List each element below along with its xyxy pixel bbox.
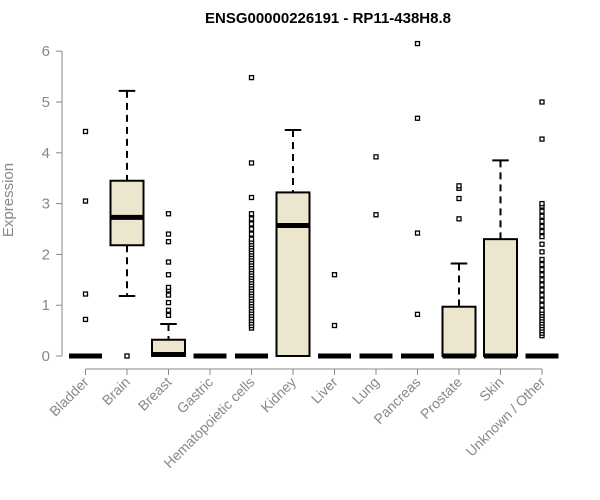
outlier-point (414, 311, 421, 317)
outlier-point (539, 302, 545, 308)
outlier-point (539, 213, 545, 219)
box-liver (318, 272, 351, 359)
y-tick-label: 0 (42, 348, 50, 365)
y-tick-label: 2 (42, 246, 50, 263)
outlier-point (165, 284, 172, 291)
outlier-point (82, 128, 89, 135)
y-axis: 0 1 2 3 4 5 6 (42, 43, 63, 365)
outlier-point (539, 218, 545, 225)
outlier-point (539, 200, 545, 207)
outlier-point (539, 208, 545, 214)
outlier-point (373, 212, 379, 218)
outlier-point (248, 226, 255, 232)
box-body (441, 305, 477, 357)
outlier-point (456, 195, 462, 202)
outlier-point (248, 74, 255, 81)
outlier-point (165, 292, 172, 298)
outlier-point (539, 228, 545, 235)
x-tick-label: Kidney (258, 374, 300, 416)
x-tick-label: Breast (135, 374, 175, 414)
box-breast (151, 211, 186, 357)
outlier-point (456, 183, 462, 189)
outlier-point (165, 239, 172, 245)
outlier-point (248, 236, 255, 242)
box-body (275, 191, 311, 357)
outlier-point (539, 307, 545, 313)
y-tick-label: 4 (42, 145, 50, 162)
outlier-point (539, 292, 545, 298)
outlier-point (414, 230, 421, 236)
outlier-point (539, 241, 545, 247)
outlier-point (539, 297, 545, 303)
outlier-point (539, 136, 545, 142)
y-axis-label: Expression (0, 163, 17, 237)
box-skin (483, 159, 518, 359)
outlier-point (248, 194, 255, 201)
outlier-point (82, 291, 89, 297)
outlier-point (539, 272, 545, 278)
outlier-point (414, 40, 421, 47)
box-lung (359, 154, 393, 359)
box-body (109, 179, 145, 247)
outlier-point (539, 277, 545, 283)
outlier-point (539, 256, 545, 263)
outlier-point (124, 353, 130, 359)
outlier-point (165, 259, 172, 265)
outlier-point (331, 322, 338, 329)
box-kidney (275, 128, 311, 357)
outlier-point (373, 154, 379, 160)
outlier-point (539, 223, 545, 230)
outlier-point (331, 272, 338, 278)
box-body (483, 238, 518, 357)
outlier-point (414, 115, 421, 121)
outlier-point (248, 221, 255, 227)
outlier-point (539, 282, 545, 288)
outlier-point (456, 216, 462, 222)
outlier-point (248, 211, 255, 217)
x-tick-label: Lung (349, 374, 382, 407)
box-pancreas (401, 40, 434, 359)
x-tick-label: Unknown / Other (463, 374, 549, 460)
outlier-point (165, 231, 172, 237)
plot-area (69, 40, 559, 359)
chart-title: ENSG00000226191 - RP11-438H8.8 (205, 10, 451, 27)
outlier-point (539, 233, 545, 240)
box-prostate (441, 183, 477, 359)
y-tick-label: 6 (42, 43, 50, 60)
x-tick-label: Brain (99, 374, 133, 408)
outlier-point (165, 272, 172, 278)
outlier-point (539, 249, 545, 255)
outlier-point (248, 160, 255, 166)
y-tick-label: 3 (42, 196, 50, 213)
y-tick-label: 1 (42, 297, 50, 314)
outlier-point (165, 300, 172, 306)
x-tick-label: Prostate (417, 374, 465, 422)
box-hematopoietic-cells (235, 74, 268, 359)
outlier-point (539, 266, 545, 273)
box-brain (109, 89, 145, 359)
outlier-point (165, 211, 172, 217)
box-bladder (69, 128, 102, 359)
x-tick-label: Bladder (46, 374, 92, 420)
outlier-point (539, 287, 545, 293)
outlier-point (248, 216, 255, 222)
x-tick-label: Liver (308, 374, 341, 407)
outlier-point (248, 231, 255, 237)
box-unknown-other (525, 99, 559, 359)
outlier-point (539, 99, 545, 105)
outlier-point (165, 312, 172, 319)
y-tick-label: 5 (42, 94, 50, 111)
outlier-point (82, 316, 89, 323)
outlier-point (539, 261, 545, 268)
outlier-point (165, 307, 172, 313)
x-tick-label: Skin (476, 374, 507, 405)
outlier-point (82, 198, 89, 204)
